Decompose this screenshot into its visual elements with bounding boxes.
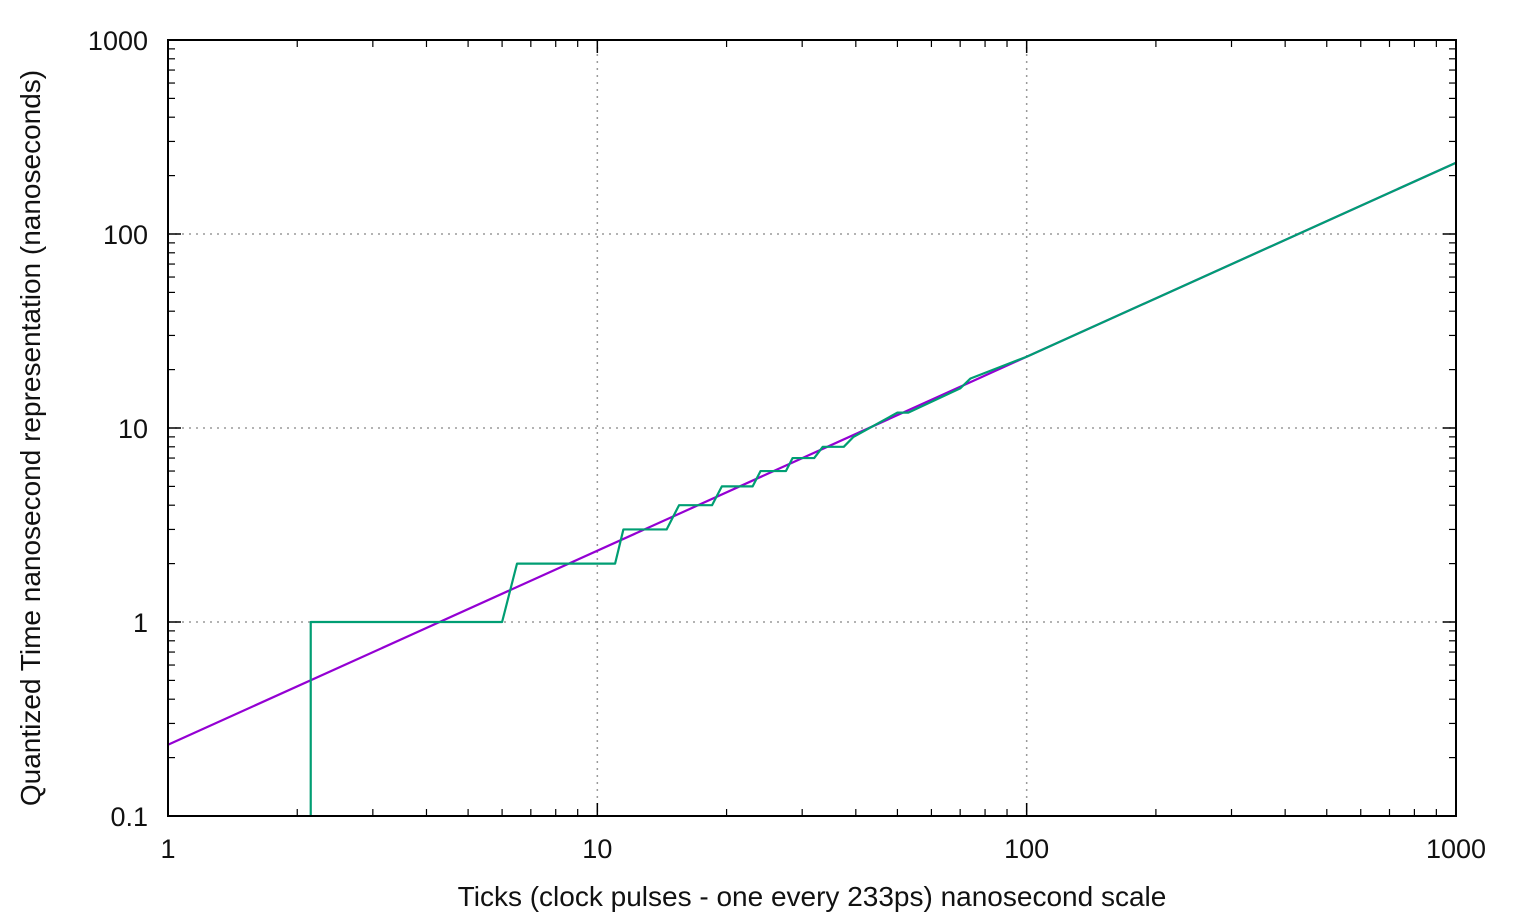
x-tick-label: 100 bbox=[1004, 834, 1049, 864]
series-lines bbox=[167, 161, 1457, 816]
y-tick-label: 100 bbox=[103, 220, 148, 250]
x-tick-label: 1 bbox=[160, 834, 175, 864]
x-tick-label: 10 bbox=[582, 834, 612, 864]
tick-labels: 1 10 100 1000 0.1 1 10 100 1000 bbox=[88, 26, 1486, 864]
y-tick-label: 1000 bbox=[88, 26, 148, 56]
x-axis-title: Ticks (clock pulses - one every 233ps) n… bbox=[458, 881, 1167, 912]
series-line-quantized bbox=[309, 161, 1457, 816]
y-tick-label: 0.1 bbox=[110, 802, 148, 832]
y-tick-label: 10 bbox=[118, 414, 148, 444]
grid-lines bbox=[168, 40, 1456, 816]
axis-ticks bbox=[167, 39, 1457, 817]
y-axis-title: Quantized Time nanosecond representation… bbox=[15, 70, 46, 806]
y-tick-label: 1 bbox=[133, 608, 148, 638]
x-tick-label: 1000 bbox=[1426, 834, 1486, 864]
